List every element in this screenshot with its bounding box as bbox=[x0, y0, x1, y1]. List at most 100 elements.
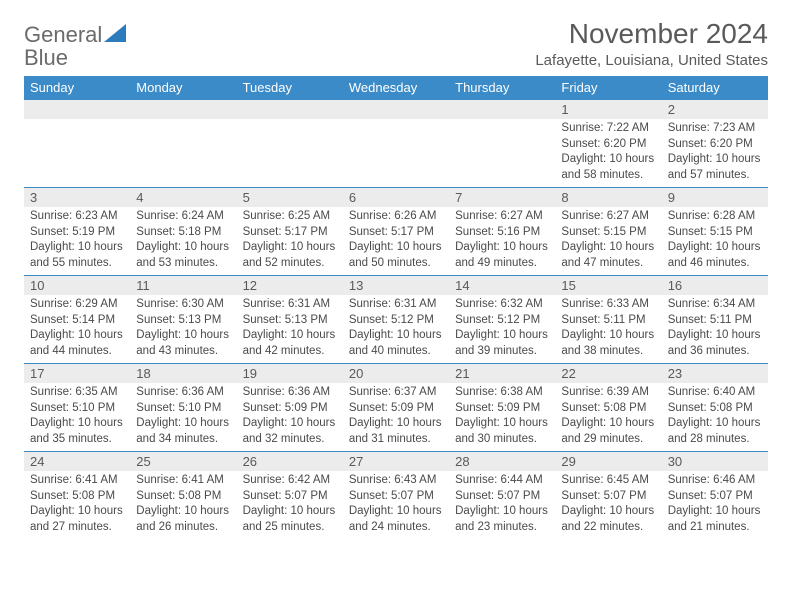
daylight-text: Daylight: 10 hours and 38 minutes. bbox=[561, 328, 655, 359]
day-number: 28 bbox=[449, 452, 555, 471]
sunrise-text: Sunrise: 6:35 AM bbox=[30, 385, 124, 401]
sunset-text: Sunset: 5:08 PM bbox=[668, 401, 762, 417]
day-number: 7 bbox=[449, 188, 555, 207]
header: General Blue November 2024 Lafayette, Lo… bbox=[24, 18, 768, 70]
sunset-text: Sunset: 5:10 PM bbox=[30, 401, 124, 417]
day-body: Sunrise: 6:42 AMSunset: 5:07 PMDaylight:… bbox=[237, 471, 343, 539]
day-number: 13 bbox=[343, 276, 449, 295]
day-number: 27 bbox=[343, 452, 449, 471]
sunrise-text: Sunrise: 6:45 AM bbox=[561, 473, 655, 489]
day-number: 1 bbox=[555, 100, 661, 119]
calendar-week-row: 24Sunrise: 6:41 AMSunset: 5:08 PMDayligh… bbox=[24, 452, 768, 540]
day-number: 17 bbox=[24, 364, 130, 383]
day-number-empty bbox=[24, 100, 130, 119]
calendar-cell: 12Sunrise: 6:31 AMSunset: 5:13 PMDayligh… bbox=[237, 276, 343, 364]
sunrise-text: Sunrise: 6:39 AM bbox=[561, 385, 655, 401]
day-header: Wednesday bbox=[343, 76, 449, 100]
sunrise-text: Sunrise: 6:31 AM bbox=[243, 297, 337, 313]
calendar-cell: 24Sunrise: 6:41 AMSunset: 5:08 PMDayligh… bbox=[24, 452, 130, 540]
daylight-text: Daylight: 10 hours and 25 minutes. bbox=[243, 504, 337, 535]
sunrise-text: Sunrise: 6:29 AM bbox=[30, 297, 124, 313]
day-number: 4 bbox=[130, 188, 236, 207]
daylight-text: Daylight: 10 hours and 58 minutes. bbox=[561, 152, 655, 183]
day-number: 25 bbox=[130, 452, 236, 471]
sunset-text: Sunset: 5:12 PM bbox=[455, 313, 549, 329]
sunrise-text: Sunrise: 6:42 AM bbox=[243, 473, 337, 489]
day-body: Sunrise: 6:24 AMSunset: 5:18 PMDaylight:… bbox=[130, 207, 236, 275]
sunset-text: Sunset: 6:20 PM bbox=[561, 137, 655, 153]
calendar-week-row: 17Sunrise: 6:35 AMSunset: 5:10 PMDayligh… bbox=[24, 364, 768, 452]
day-body: Sunrise: 6:44 AMSunset: 5:07 PMDaylight:… bbox=[449, 471, 555, 539]
calendar-cell: 18Sunrise: 6:36 AMSunset: 5:10 PMDayligh… bbox=[130, 364, 236, 452]
calendar-cell bbox=[449, 100, 555, 188]
logo-triangle-icon bbox=[104, 24, 126, 47]
logo: General Blue bbox=[24, 18, 126, 70]
calendar-cell: 10Sunrise: 6:29 AMSunset: 5:14 PMDayligh… bbox=[24, 276, 130, 364]
sunrise-text: Sunrise: 7:23 AM bbox=[668, 121, 762, 137]
calendar-cell: 7Sunrise: 6:27 AMSunset: 5:16 PMDaylight… bbox=[449, 188, 555, 276]
calendar-cell bbox=[130, 100, 236, 188]
day-body: Sunrise: 6:35 AMSunset: 5:10 PMDaylight:… bbox=[24, 383, 130, 451]
day-header: Sunday bbox=[24, 76, 130, 100]
day-body: Sunrise: 6:34 AMSunset: 5:11 PMDaylight:… bbox=[662, 295, 768, 363]
daylight-text: Daylight: 10 hours and 42 minutes. bbox=[243, 328, 337, 359]
sunset-text: Sunset: 5:16 PM bbox=[455, 225, 549, 241]
day-number: 23 bbox=[662, 364, 768, 383]
daylight-text: Daylight: 10 hours and 27 minutes. bbox=[30, 504, 124, 535]
day-body: Sunrise: 6:28 AMSunset: 5:15 PMDaylight:… bbox=[662, 207, 768, 275]
daylight-text: Daylight: 10 hours and 22 minutes. bbox=[561, 504, 655, 535]
day-number: 9 bbox=[662, 188, 768, 207]
day-number: 29 bbox=[555, 452, 661, 471]
daylight-text: Daylight: 10 hours and 46 minutes. bbox=[668, 240, 762, 271]
day-body: Sunrise: 6:27 AMSunset: 5:16 PMDaylight:… bbox=[449, 207, 555, 275]
location-text: Lafayette, Louisiana, United States bbox=[535, 52, 768, 69]
sunset-text: Sunset: 6:20 PM bbox=[668, 137, 762, 153]
sunrise-text: Sunrise: 6:25 AM bbox=[243, 209, 337, 225]
sunrise-text: Sunrise: 6:27 AM bbox=[561, 209, 655, 225]
daylight-text: Daylight: 10 hours and 28 minutes. bbox=[668, 416, 762, 447]
sunrise-text: Sunrise: 7:22 AM bbox=[561, 121, 655, 137]
day-number: 18 bbox=[130, 364, 236, 383]
day-number: 8 bbox=[555, 188, 661, 207]
calendar-cell: 2Sunrise: 7:23 AMSunset: 6:20 PMDaylight… bbox=[662, 100, 768, 188]
sunrise-text: Sunrise: 6:40 AM bbox=[668, 385, 762, 401]
day-number: 24 bbox=[24, 452, 130, 471]
day-number: 30 bbox=[662, 452, 768, 471]
sunset-text: Sunset: 5:07 PM bbox=[455, 489, 549, 505]
sunrise-text: Sunrise: 6:46 AM bbox=[668, 473, 762, 489]
calendar-cell: 11Sunrise: 6:30 AMSunset: 5:13 PMDayligh… bbox=[130, 276, 236, 364]
day-header: Thursday bbox=[449, 76, 555, 100]
calendar-cell: 6Sunrise: 6:26 AMSunset: 5:17 PMDaylight… bbox=[343, 188, 449, 276]
sunset-text: Sunset: 5:09 PM bbox=[349, 401, 443, 417]
sunset-text: Sunset: 5:13 PM bbox=[136, 313, 230, 329]
sunrise-text: Sunrise: 6:44 AM bbox=[455, 473, 549, 489]
daylight-text: Daylight: 10 hours and 39 minutes. bbox=[455, 328, 549, 359]
sunrise-text: Sunrise: 6:32 AM bbox=[455, 297, 549, 313]
daylight-text: Daylight: 10 hours and 57 minutes. bbox=[668, 152, 762, 183]
day-number: 16 bbox=[662, 276, 768, 295]
calendar-page: General Blue November 2024 Lafayette, Lo… bbox=[0, 0, 792, 558]
day-number: 12 bbox=[237, 276, 343, 295]
day-number: 20 bbox=[343, 364, 449, 383]
day-body: Sunrise: 7:22 AMSunset: 6:20 PMDaylight:… bbox=[555, 119, 661, 187]
daylight-text: Daylight: 10 hours and 35 minutes. bbox=[30, 416, 124, 447]
day-body: Sunrise: 6:30 AMSunset: 5:13 PMDaylight:… bbox=[130, 295, 236, 363]
calendar-cell: 8Sunrise: 6:27 AMSunset: 5:15 PMDaylight… bbox=[555, 188, 661, 276]
day-body: Sunrise: 6:31 AMSunset: 5:13 PMDaylight:… bbox=[237, 295, 343, 363]
day-number: 3 bbox=[24, 188, 130, 207]
day-body: Sunrise: 6:46 AMSunset: 5:07 PMDaylight:… bbox=[662, 471, 768, 539]
day-number: 19 bbox=[237, 364, 343, 383]
daylight-text: Daylight: 10 hours and 55 minutes. bbox=[30, 240, 124, 271]
day-body: Sunrise: 7:23 AMSunset: 6:20 PMDaylight:… bbox=[662, 119, 768, 187]
sunrise-text: Sunrise: 6:34 AM bbox=[668, 297, 762, 313]
calendar-table: Sunday Monday Tuesday Wednesday Thursday… bbox=[24, 76, 768, 540]
day-body: Sunrise: 6:32 AMSunset: 5:12 PMDaylight:… bbox=[449, 295, 555, 363]
day-number-empty bbox=[130, 100, 236, 119]
daylight-text: Daylight: 10 hours and 32 minutes. bbox=[243, 416, 337, 447]
calendar-cell: 17Sunrise: 6:35 AMSunset: 5:10 PMDayligh… bbox=[24, 364, 130, 452]
sunset-text: Sunset: 5:09 PM bbox=[243, 401, 337, 417]
calendar-cell: 25Sunrise: 6:41 AMSunset: 5:08 PMDayligh… bbox=[130, 452, 236, 540]
sunrise-text: Sunrise: 6:36 AM bbox=[243, 385, 337, 401]
sunset-text: Sunset: 5:10 PM bbox=[136, 401, 230, 417]
calendar-cell: 5Sunrise: 6:25 AMSunset: 5:17 PMDaylight… bbox=[237, 188, 343, 276]
